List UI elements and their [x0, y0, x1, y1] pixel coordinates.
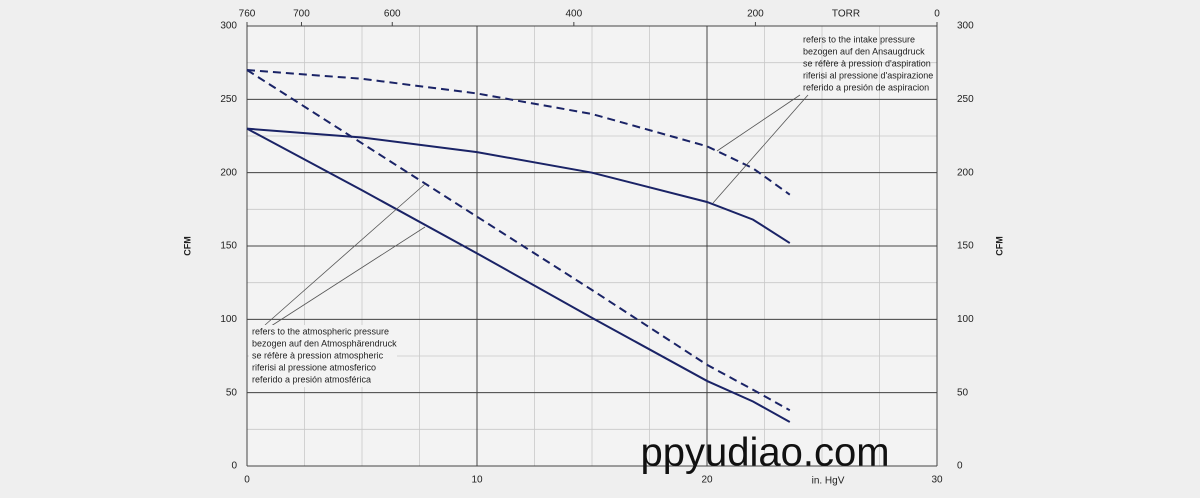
y-tick-label: 100: [220, 314, 237, 325]
x2-axis-label: TORR: [832, 9, 860, 20]
leader-line: [712, 94, 809, 204]
x-tick-label: 20: [701, 475, 713, 486]
y2-tick-label: 200: [957, 167, 974, 178]
x2-tick-label: 600: [384, 9, 401, 20]
y-tick-label: 0: [231, 461, 237, 472]
curve: [246, 69, 791, 412]
y2-tick-label: 0: [957, 461, 963, 472]
y2-tick-label: 150: [957, 241, 974, 252]
watermark: ppyudiao.com: [640, 431, 889, 475]
annotation-text: refers to the atmospheric pressure: [252, 326, 389, 336]
y-tick-label: 300: [220, 21, 237, 32]
x2-tick-label: 400: [565, 9, 582, 20]
annotation-text: referido a presión de aspiracion: [803, 82, 929, 92]
annotation-text: bezogen auf den Atmosphärendruck: [252, 338, 397, 348]
y-tick-label: 150: [220, 241, 237, 252]
x-tick-label: 30: [931, 475, 943, 486]
x-axis-label: in. HgV: [812, 476, 845, 487]
leader-line: [267, 226, 426, 329]
annotation-text: se réfère à pression d'aspiration: [803, 58, 931, 68]
leader-line: [264, 183, 426, 326]
annotation-text: se réfère à pression atmospheric: [252, 350, 384, 360]
x2-tick-label: 700: [293, 9, 310, 20]
x-tick-label: 10: [471, 475, 483, 486]
y2-axis-label: CFM: [994, 236, 1004, 256]
annotation-text: riferisi al pressione atmosferico: [252, 362, 376, 372]
x2-tick-label: 0: [934, 9, 940, 20]
leader-line: [716, 94, 801, 152]
annotation-box: [249, 325, 397, 387]
annotation-text: referido a presión atmosférica: [252, 374, 371, 384]
y2-tick-label: 100: [957, 314, 974, 325]
curve: [246, 127, 791, 244]
curve: [246, 127, 791, 423]
y2-tick-label: 300: [957, 21, 974, 32]
x-tick-label: 0: [244, 475, 250, 486]
x2-tick-label: 760: [239, 9, 256, 20]
y2-tick-label: 50: [957, 387, 969, 398]
annotation-text: riferisi al pressione d'aspirazione: [803, 70, 933, 80]
x2-tick-label: 200: [747, 9, 764, 20]
y-tick-label: 50: [226, 387, 238, 398]
y-axis-label: CFM: [182, 236, 192, 256]
y2-tick-label: 250: [957, 94, 974, 105]
y-tick-label: 200: [220, 167, 237, 178]
annotation-text: bezogen auf den Ansaugdruck: [803, 46, 925, 56]
y-tick-label: 250: [220, 94, 237, 105]
annotation-text: refers to the intake pressure: [803, 34, 915, 44]
